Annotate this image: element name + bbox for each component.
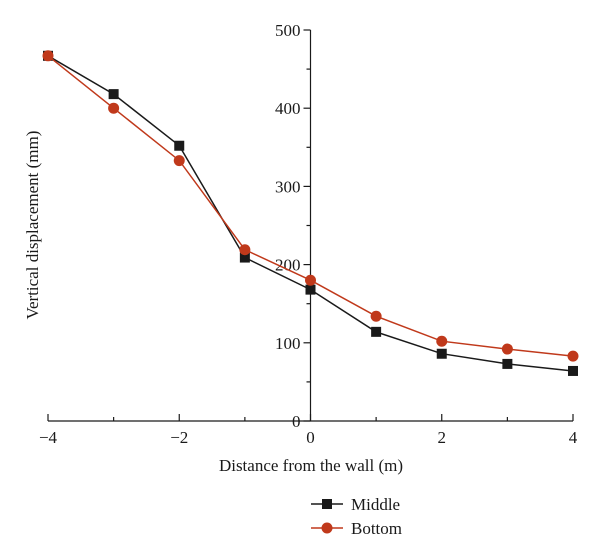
data-point-bottom	[239, 244, 251, 256]
x-tick-label: −4	[39, 428, 58, 447]
data-point-middle	[502, 358, 513, 369]
series-layer	[42, 50, 579, 376]
x-tick-label: 2	[438, 428, 447, 447]
y-tick-label: 0	[292, 412, 301, 431]
series-bottom	[42, 50, 579, 362]
legend: Middle Bottom	[311, 495, 402, 538]
data-point-bottom	[305, 274, 316, 286]
data-point-middle	[108, 89, 119, 100]
legend-marker	[321, 522, 333, 534]
x-tick-label: −2	[170, 428, 188, 447]
data-point-bottom	[173, 155, 185, 167]
y-tick-label: 300	[275, 177, 301, 196]
data-point-middle	[239, 252, 250, 263]
x-axis-title: Distance from the wall (m)	[219, 456, 403, 475]
data-point-middle	[174, 140, 185, 151]
y-tick-label: 200	[275, 256, 301, 275]
y-axis-title: Vertical displacement (mm)	[23, 131, 42, 320]
data-point-bottom	[501, 343, 513, 355]
data-point-middle	[305, 284, 316, 295]
data-point-bottom	[42, 50, 54, 62]
y-tick-label: 100	[275, 334, 301, 353]
y-tick-label: 500	[275, 21, 301, 40]
y-tick-label: 400	[275, 99, 301, 118]
legend-marker	[322, 499, 332, 509]
data-point-bottom	[567, 350, 579, 362]
data-point-middle	[371, 326, 382, 337]
axes: −4 −2 0 2 4 0 100 200 300 400 500	[39, 21, 578, 447]
data-point-bottom	[436, 335, 448, 347]
legend-label: Bottom	[351, 519, 402, 538]
legend-label: Middle	[351, 495, 400, 514]
data-point-middle	[568, 365, 578, 376]
x-tick-label: 0	[306, 428, 315, 447]
legend-item-bottom: Bottom	[311, 519, 402, 538]
data-point-bottom	[108, 102, 120, 114]
data-point-bottom	[370, 310, 382, 322]
x-tick-label: 4	[569, 428, 578, 447]
data-point-middle	[436, 348, 447, 359]
legend-item-middle: Middle	[311, 495, 400, 514]
